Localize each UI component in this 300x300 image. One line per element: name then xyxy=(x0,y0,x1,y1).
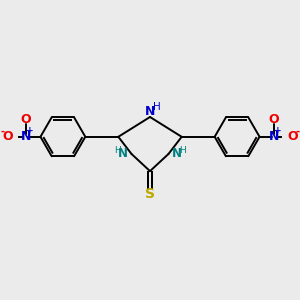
Text: O: O xyxy=(21,113,31,126)
Text: H: H xyxy=(114,146,120,155)
Text: N: N xyxy=(118,148,128,160)
Text: -: - xyxy=(0,127,4,136)
Text: N: N xyxy=(145,105,155,118)
Text: O: O xyxy=(2,130,13,143)
Text: +: + xyxy=(26,127,33,136)
Text: S: S xyxy=(145,187,155,201)
Text: N: N xyxy=(269,130,279,143)
Text: -: - xyxy=(296,127,300,136)
Text: N: N xyxy=(21,130,31,143)
Text: O: O xyxy=(287,130,298,143)
Text: O: O xyxy=(269,113,279,126)
Text: N: N xyxy=(172,148,182,160)
Text: H: H xyxy=(153,102,160,112)
Text: H: H xyxy=(179,146,186,155)
Text: +: + xyxy=(274,127,282,136)
